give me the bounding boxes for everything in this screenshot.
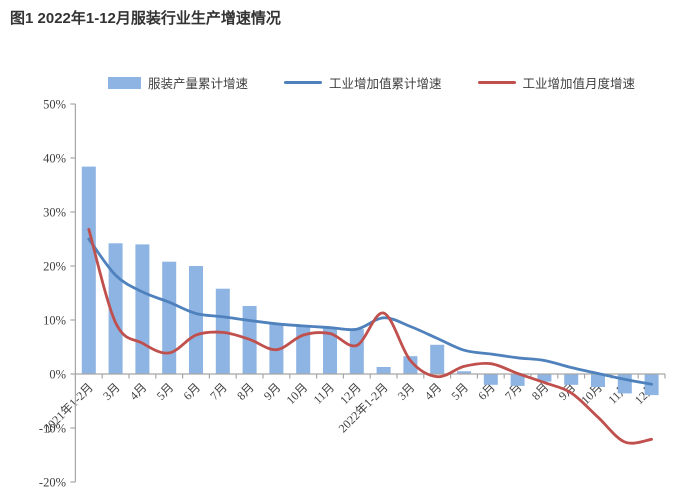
legend-item-cumulative-growth: 工业增加值累计增速 [284, 73, 442, 92]
bar [162, 261, 177, 374]
x-tick-label: 3月 [100, 380, 123, 403]
x-tick-label: 4月 [127, 380, 150, 403]
chart-title: 图1 2022年1-12月服装行业生产增速情况 [10, 10, 281, 27]
x-tick-label: 5月 [154, 380, 177, 403]
bar [430, 344, 445, 374]
y-axis-labels: 50% 40% 30% 20% 10% 0% -10% -20% [39, 98, 66, 490]
y-tick-label: 10% [43, 314, 66, 328]
monthly-line-swatch [477, 81, 516, 84]
x-tick-label: 6月 [180, 380, 203, 403]
axes [70, 103, 666, 483]
y-tick-label: -20% [39, 476, 66, 490]
bar [403, 356, 418, 374]
y-tick-label: -10% [39, 422, 66, 436]
y-tick-label: 50% [43, 98, 66, 112]
y-tick-label: 30% [43, 206, 66, 220]
bar [296, 324, 311, 374]
cumulative-line-swatch [284, 81, 323, 84]
bar [564, 374, 579, 385]
x-tick-label: 9月 [261, 380, 284, 403]
bar-series-apparel-output [81, 166, 659, 396]
x-tick-label: 11月 [311, 380, 338, 407]
bar [135, 244, 150, 374]
x-axis-labels: 2021年1-2月 3月 4月 5月 6月 7月 8月 9月 10月 11月 12月2022年1-2… [41, 380, 659, 435]
bar [81, 166, 96, 374]
chart-legend: 服装产量累计增速 工业增加值累计增速 工业增加值月度增速 [108, 73, 635, 92]
x-tick-label: 10月 [283, 380, 310, 407]
x-tick-label: 3月 [395, 380, 418, 403]
y-tick-label: 0% [49, 368, 66, 382]
monthly-growth-line [87, 227, 653, 445]
x-tick-label: 8月 [234, 380, 257, 403]
bar [537, 374, 552, 382]
bar [457, 371, 471, 374]
cumulative-growth-line [87, 237, 653, 386]
bar [483, 374, 498, 385]
y-tick-label: 40% [43, 152, 66, 166]
legend-label-monthly-growth: 工业增加值月度增速 [522, 77, 636, 91]
y-tick-label: 20% [43, 260, 66, 274]
bar [376, 367, 391, 374]
x-tick-label: 2022年1-2月 [336, 380, 391, 435]
legend-label-apparel-output: 服装产量累计增速 [148, 77, 249, 91]
x-tick-label: 5月 [448, 380, 471, 403]
bar [323, 328, 337, 374]
x-tick-label: 7月 [207, 380, 230, 403]
bar [189, 266, 203, 374]
bar [349, 329, 364, 374]
bar-series-swatch [108, 76, 141, 89]
legend-item-apparel-output: 服装产量累计增速 [108, 73, 248, 92]
bar [108, 243, 123, 374]
legend-label-cumulative-growth: 工业增加值累计增速 [329, 77, 442, 91]
legend-item-monthly-growth: 工业增加值月度增速 [477, 73, 636, 92]
bar [591, 374, 605, 387]
bar [510, 374, 525, 386]
x-tick-label: 4月 [422, 380, 445, 403]
bar [617, 374, 632, 394]
